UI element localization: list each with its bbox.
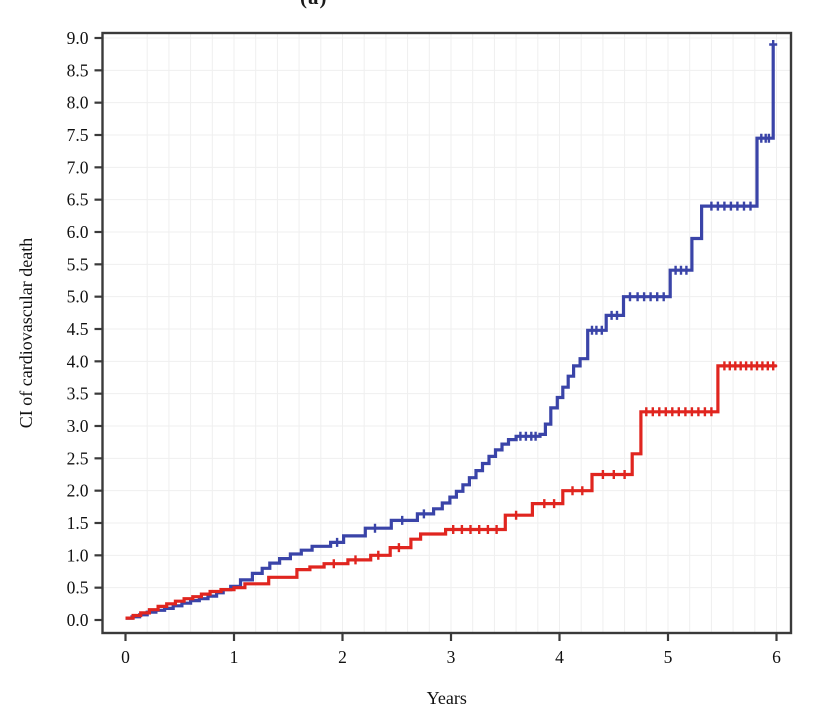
grid-lines — [102, 33, 791, 633]
y-tick-label: 6.0 — [67, 222, 89, 242]
series-cohort-red — [125, 361, 778, 620]
y-tick-label: 2.0 — [67, 481, 89, 501]
x-tick-label: 2 — [338, 647, 347, 667]
y-tick-label: 5.5 — [67, 254, 89, 274]
y-tick-label: 4.5 — [67, 319, 89, 339]
y-tick-label: 6.5 — [67, 190, 89, 210]
y-tick-label: 4.0 — [67, 351, 89, 371]
x-tick-label: 3 — [447, 647, 456, 667]
y-tick-label: 3.5 — [67, 384, 89, 404]
y-tick-label: 7.0 — [67, 157, 89, 177]
x-axis: 0 1 2 3 4 5 6 — [121, 633, 781, 667]
censor-marks-cohort-red — [329, 361, 778, 569]
y-tick-label: 2.5 — [67, 448, 89, 468]
censor-marks-cohort-blue — [333, 40, 778, 547]
y-tick-label: 7.5 — [67, 125, 89, 145]
x-tick-label: 1 — [230, 647, 239, 667]
x-tick-label: 5 — [664, 647, 673, 667]
x-tick-label: 6 — [772, 647, 781, 667]
y-tick-label: 8.0 — [67, 93, 89, 113]
step-curve-cohort-blue — [125, 44, 775, 620]
y-tick-label: 1.5 — [67, 513, 89, 533]
series-cohort-blue — [125, 40, 778, 620]
y-tick-label: 9.0 — [67, 28, 89, 48]
x-tick-label: 0 — [121, 647, 130, 667]
y-tick-label: 3.0 — [67, 416, 89, 436]
y-tick-label: 0.5 — [67, 578, 89, 598]
y-tick-label: 8.5 — [67, 60, 89, 80]
y-tick-label: 1.0 — [67, 545, 89, 565]
y-tick-label: 0.0 — [67, 610, 89, 630]
x-tick-label: 4 — [555, 647, 564, 667]
y-tick-label: 5.0 — [67, 287, 89, 307]
panel-label: (a) — [300, 0, 328, 10]
y-axis-title: CI of cardiovascular death — [16, 238, 36, 428]
y-axis: 0.0 0.5 1.0 1.5 2.0 2.5 3.0 3.5 4.0 4.5 5.0 5.5 6.0 6… — [67, 28, 103, 630]
x-axis-title: Years — [427, 688, 467, 708]
plot-frame — [101, 31, 793, 635]
